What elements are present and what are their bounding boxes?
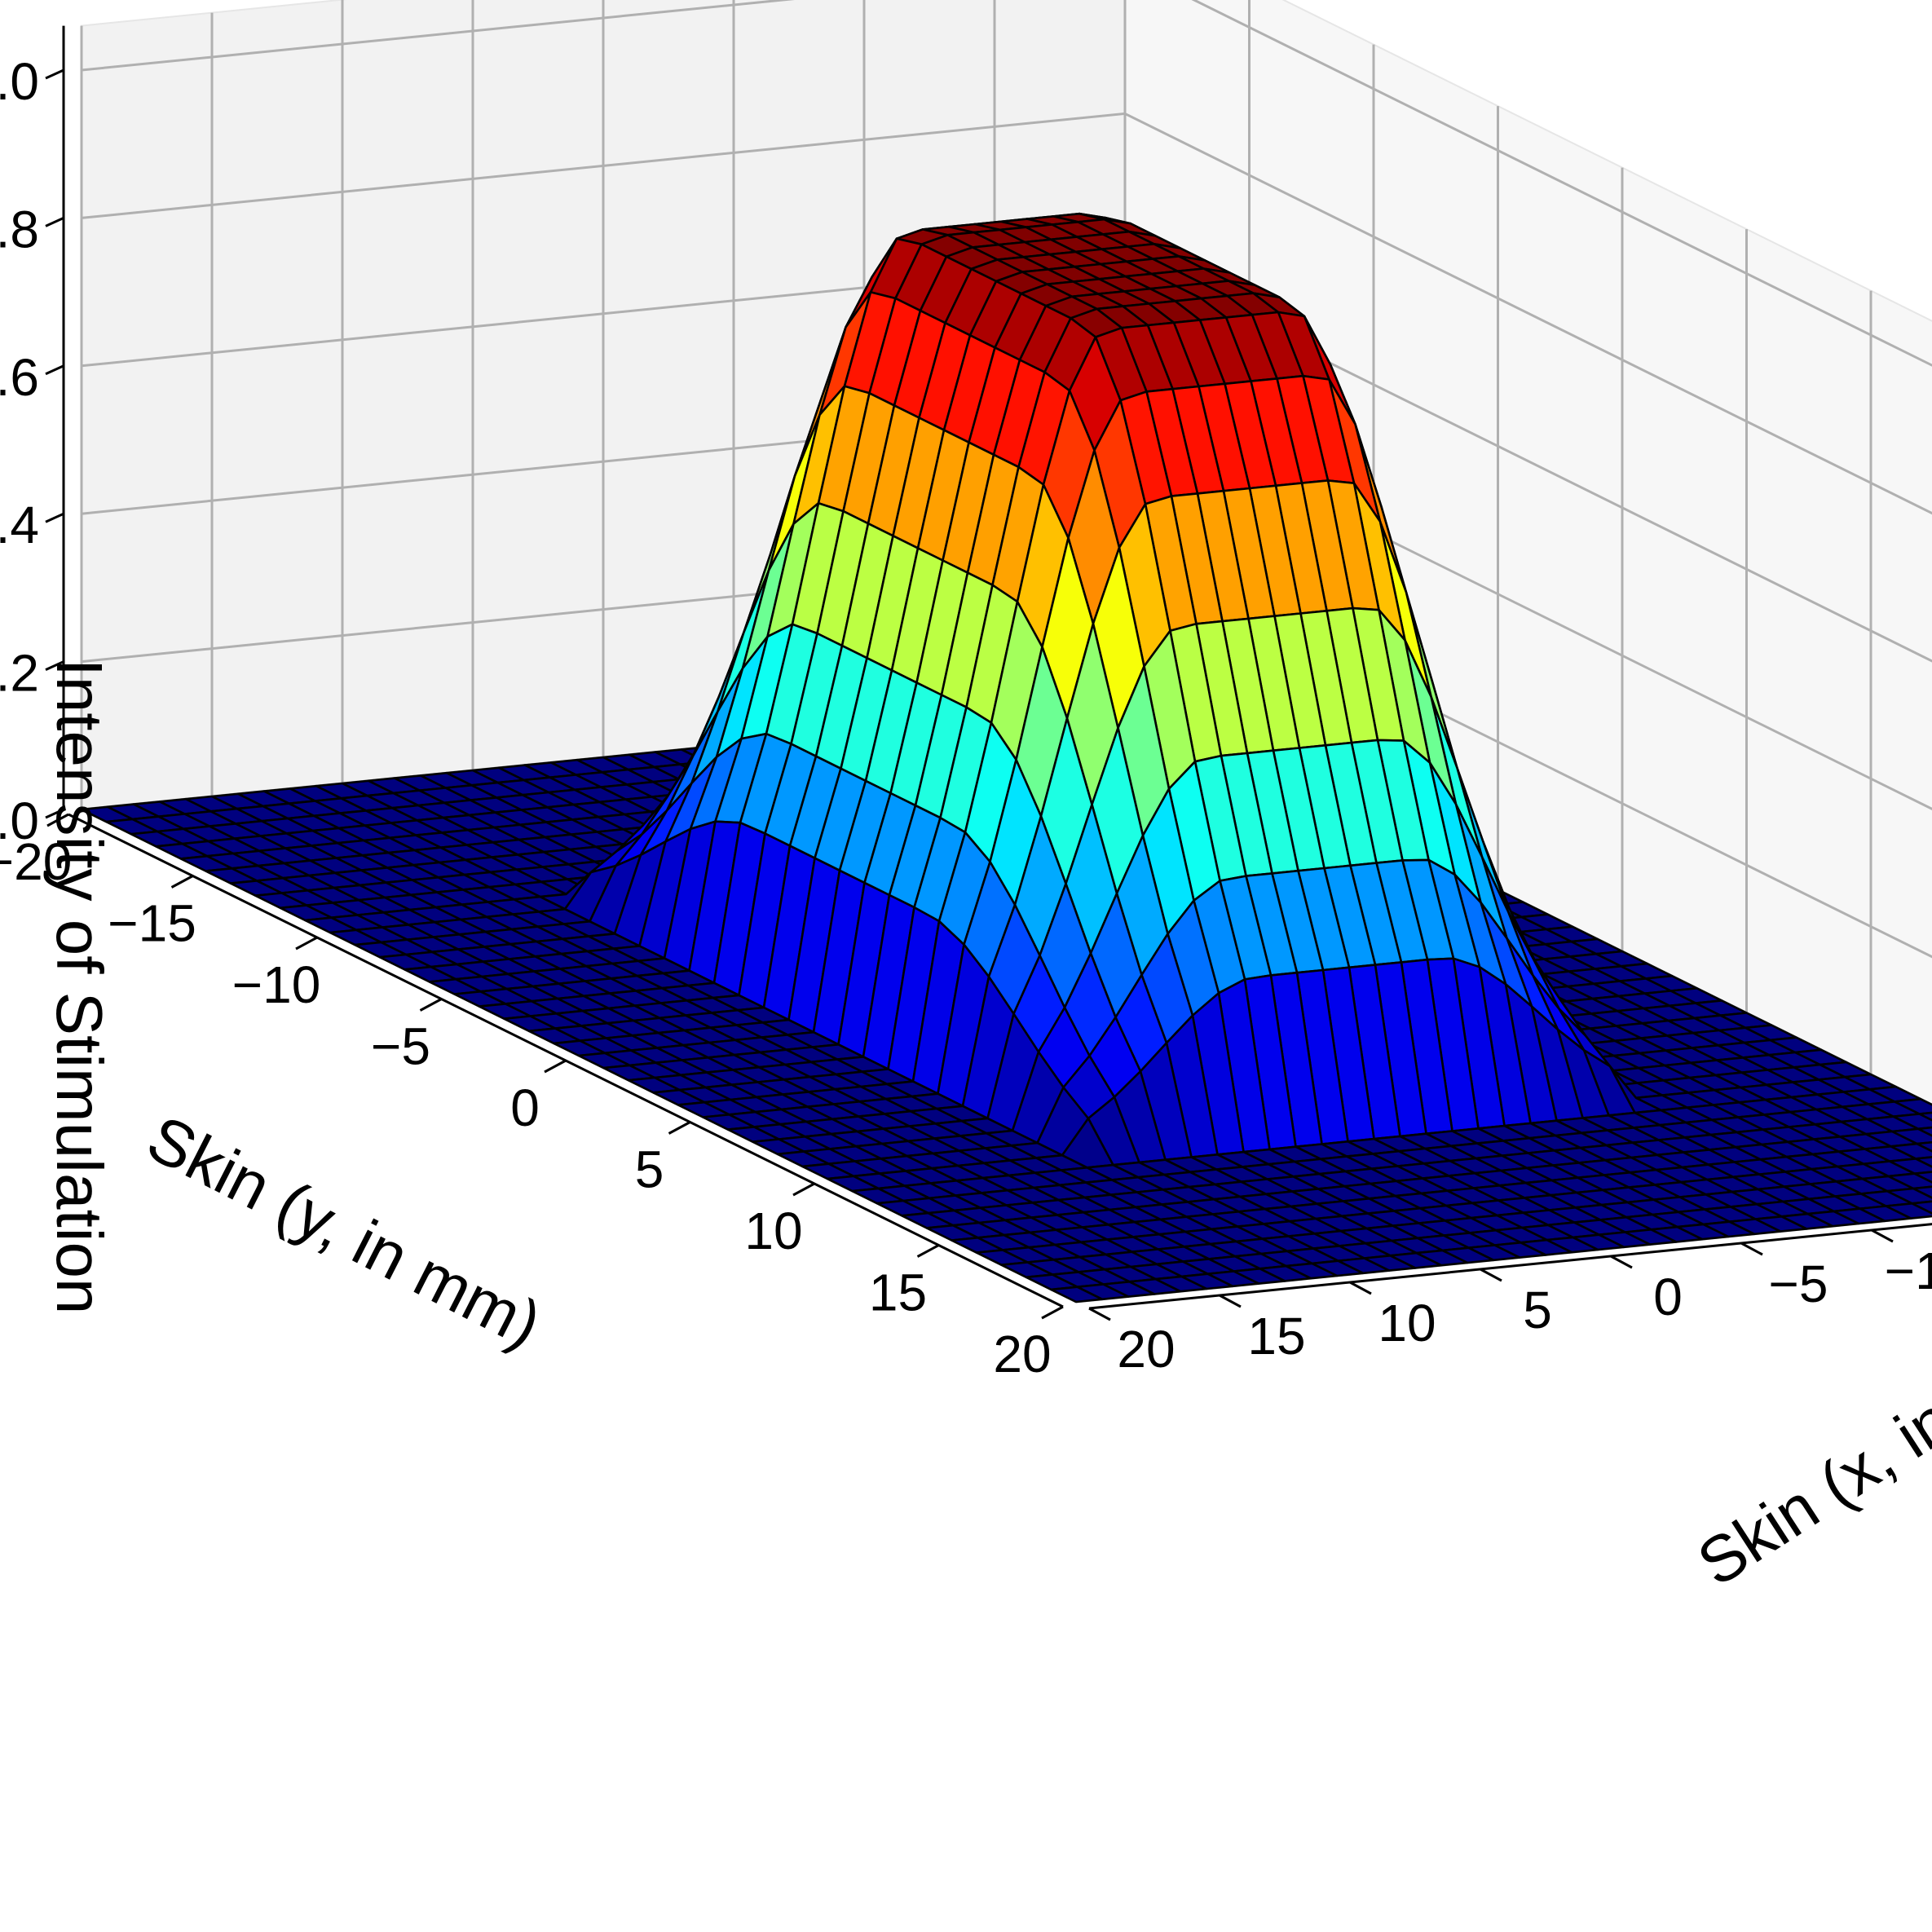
y-tick [1041, 1305, 1064, 1320]
z-tick-label: 0.2 [0, 644, 39, 703]
y-tick-label: −20 [0, 832, 72, 891]
y-tick-label: 20 [993, 1325, 1051, 1383]
x-axis-label: Skin (x, in mm) [1685, 1302, 1932, 1599]
surface-mesh [80, 212, 1932, 1303]
tick-marks: −20−15−10−505101520−20−15−10−5051015200.… [0, 52, 1932, 1383]
y-tick-label: 15 [869, 1264, 927, 1322]
gridline-z [81, 112, 1932, 515]
y-tick [295, 936, 318, 951]
z-tick [45, 660, 64, 671]
y-tick [792, 1182, 815, 1197]
y-axis-label: Skin (y, in mm) [136, 1101, 552, 1361]
y-tick [544, 1059, 567, 1074]
z-tick [45, 217, 64, 227]
x-tick-label: 0 [1653, 1268, 1683, 1326]
z-tick-label: 0.8 [0, 200, 39, 258]
x-tick [1740, 1242, 1763, 1256]
z-tick [45, 364, 64, 376]
z-tick-label: 0.4 [0, 496, 39, 554]
y-tick [916, 1244, 940, 1258]
x-tick [1219, 1294, 1242, 1308]
y-tick [668, 1121, 691, 1135]
z-axis-label: Intensity of Stimulation [43, 659, 116, 1315]
z-tick [45, 68, 64, 80]
x-tick-label: 5 [1523, 1281, 1552, 1339]
x-tick [1088, 1307, 1111, 1321]
z-tick-label: 1.0 [0, 52, 39, 111]
x-tick-label: −5 [1769, 1255, 1828, 1313]
x-tick-label: −10 [1885, 1242, 1932, 1300]
y-tick [46, 813, 69, 827]
z-tick-label: 0.6 [0, 348, 39, 407]
x-tick [1480, 1268, 1502, 1282]
y-tick [170, 875, 194, 889]
x-tick-label: 20 [1117, 1320, 1175, 1378]
z-tick [45, 512, 64, 523]
x-tick [1871, 1228, 1894, 1243]
x-tick [1349, 1281, 1372, 1295]
surface-patch [1050, 1286, 1104, 1303]
y-tick-label: −10 [232, 955, 321, 1014]
y-tick [419, 998, 443, 1012]
gridline-z [81, 0, 1932, 367]
y-tick-label: 10 [744, 1202, 802, 1260]
y-tick-label: −15 [108, 894, 196, 953]
z-tick-label: 0.0 [0, 792, 39, 850]
x-tick [1610, 1255, 1633, 1269]
y-tick-label: 5 [635, 1140, 664, 1199]
y-tick-label: 0 [510, 1078, 540, 1137]
x-tick-label: 10 [1378, 1294, 1436, 1352]
x-tick-label: 15 [1247, 1307, 1305, 1365]
z-tick [45, 808, 64, 819]
y-tick-label: −5 [371, 1017, 430, 1076]
